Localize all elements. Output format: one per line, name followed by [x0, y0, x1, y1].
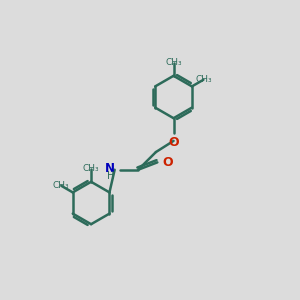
Text: CH₃: CH₃: [53, 181, 70, 190]
Text: CH₃: CH₃: [195, 75, 212, 84]
Text: CH₃: CH₃: [83, 164, 99, 173]
Text: H: H: [107, 171, 115, 181]
Text: CH₃: CH₃: [165, 58, 182, 67]
Text: N: N: [105, 162, 115, 175]
Text: O: O: [168, 136, 179, 149]
Text: O: O: [163, 156, 173, 169]
